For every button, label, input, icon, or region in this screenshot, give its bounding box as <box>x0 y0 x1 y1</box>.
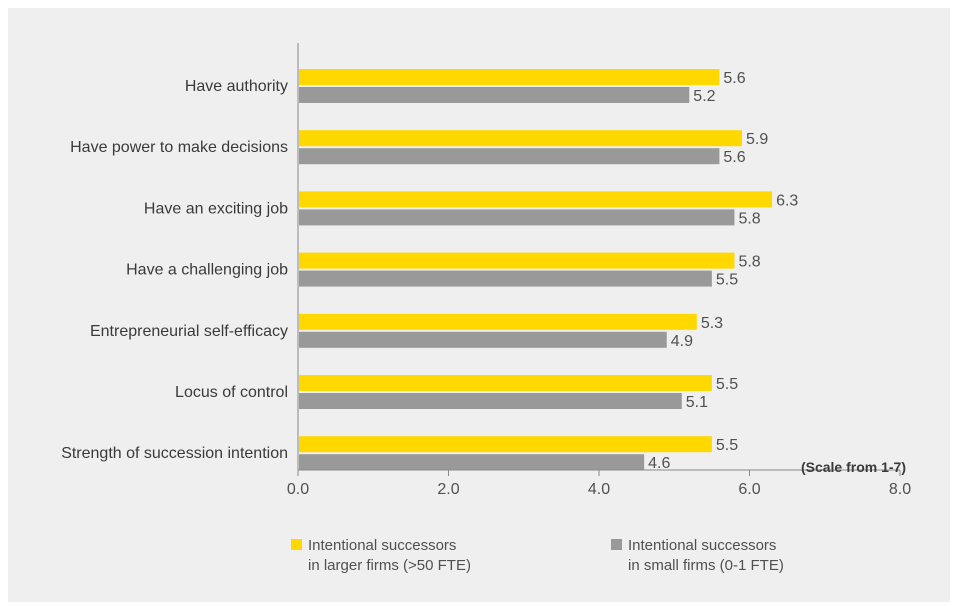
bar-chart: Have authority 5.6 5.2 Have power to make d… <box>61 43 911 574</box>
x-axis: 0.0 2.0 4.0 6.0 8.0 <box>287 469 911 498</box>
value-label: 5.1 <box>686 394 708 411</box>
bar-larger-firms <box>299 375 712 391</box>
bar-larger-firms <box>299 252 735 269</box>
bar-small-firms <box>299 209 735 226</box>
value-label: 5.5 <box>716 272 738 289</box>
legend-swatch-small-firms <box>611 539 622 550</box>
value-label: 5.6 <box>723 70 745 87</box>
legend-label: Intentional successors <box>308 537 456 554</box>
category-label: Entrepreneurial self-efficacy <box>90 323 288 340</box>
category-label: Strength of succession intention <box>61 445 288 462</box>
bars-layer <box>299 69 773 471</box>
bar-larger-firms <box>299 69 720 85</box>
bar-small-firms <box>299 270 712 287</box>
value-label: 5.3 <box>701 315 723 332</box>
value-label: 5.5 <box>716 437 738 454</box>
value-label: 5.8 <box>738 254 760 271</box>
scale-annotation: (Scale from 1-7) <box>801 459 906 475</box>
legend-label: Intentional successors <box>628 537 776 554</box>
legend-label: in small firms (0-1 FTE) <box>628 557 784 574</box>
value-label: 5.2 <box>693 88 715 105</box>
category-label: Have authority <box>185 78 288 95</box>
category-label: Have power to make decisions <box>70 139 288 156</box>
bar-small-firms <box>299 331 667 348</box>
legend-label: in larger firms (>50 FTE) <box>308 557 471 574</box>
x-tick-label: 6.0 <box>738 481 760 498</box>
bar-small-firms <box>299 148 720 165</box>
category-label: Have a challenging job <box>126 262 288 279</box>
bar-small-firms <box>299 393 682 409</box>
labels-layer: Have authority 5.6 5.2 Have power to make d… <box>61 70 798 472</box>
value-label: 6.3 <box>776 192 798 209</box>
x-tick-label: 0.0 <box>287 481 309 498</box>
chart-panel: Have authority 5.6 5.2 Have power to make d… <box>8 8 950 602</box>
category-label: Locus of control <box>175 384 288 401</box>
bar-small-firms <box>299 454 645 471</box>
value-label: 5.9 <box>746 131 768 148</box>
value-label: 4.6 <box>648 455 670 472</box>
value-label: 5.6 <box>723 149 745 166</box>
value-label: 4.9 <box>671 333 693 350</box>
x-tick-label: 2.0 <box>437 481 459 498</box>
bar-larger-firms <box>299 313 697 330</box>
bar-larger-firms <box>299 191 773 208</box>
bar-larger-firms <box>299 130 742 147</box>
bar-small-firms <box>299 87 690 103</box>
category-label: Have an exciting job <box>144 200 288 217</box>
legend-swatch-larger-firms <box>291 539 302 550</box>
legend: Intentional successors in larger firms (>… <box>291 537 784 574</box>
value-label: 5.8 <box>738 210 760 227</box>
bar-larger-firms <box>299 436 712 453</box>
x-tick-label: 8.0 <box>889 481 911 498</box>
x-tick-label: 4.0 <box>588 481 610 498</box>
value-label: 5.5 <box>716 376 738 393</box>
